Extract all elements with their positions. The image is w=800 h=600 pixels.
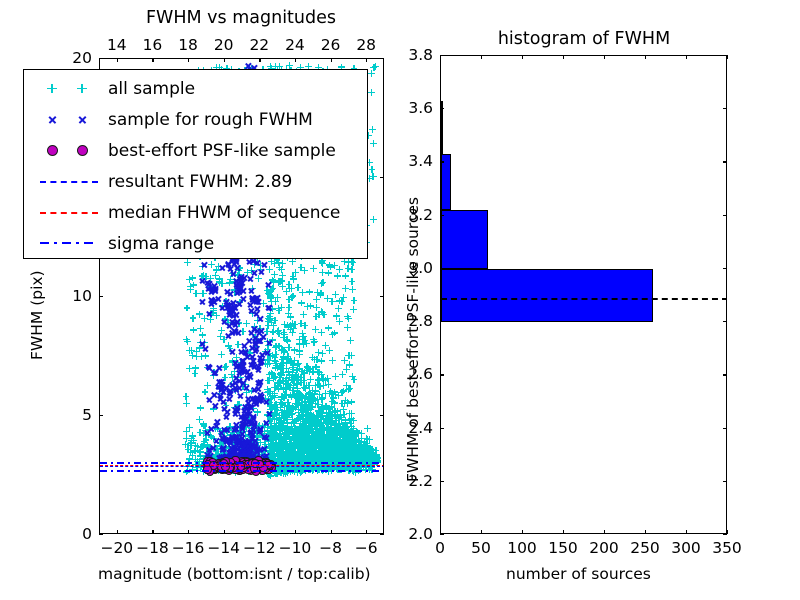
plus-v — [298, 359, 300, 367]
plus-v — [366, 425, 368, 432]
scatter-panel-title: FWHM vs magnitudes — [145, 8, 337, 28]
plus-v — [289, 322, 292, 330]
plus-v — [318, 407, 320, 415]
plus-v — [350, 420, 352, 428]
plus-v — [321, 371, 323, 378]
plus-v — [348, 416, 350, 424]
plus-v — [273, 357, 275, 364]
plus-v — [267, 361, 269, 369]
plus-v — [355, 427, 358, 435]
plus-v — [335, 417, 337, 424]
plus-v — [351, 422, 353, 430]
plus-v — [291, 422, 293, 430]
plus-v — [272, 336, 274, 344]
plus-v — [292, 364, 294, 371]
plus-v — [288, 344, 290, 351]
plus-v — [273, 416, 276, 423]
plus-v — [285, 365, 288, 372]
plus-v — [274, 354, 276, 361]
plus-v — [268, 443, 271, 451]
plus-v — [274, 343, 276, 351]
plus-v — [272, 305, 274, 313]
